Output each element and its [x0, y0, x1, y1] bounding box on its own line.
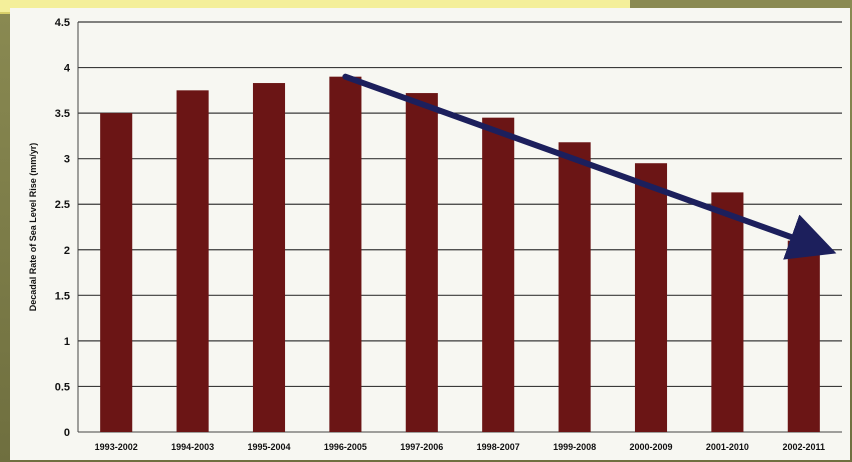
trend-arrow — [342, 73, 837, 260]
bars — [100, 76, 820, 433]
bar-1994-2003 — [176, 90, 209, 432]
bar-1998-2007 — [482, 117, 515, 433]
x-tick-label: 1995-2004 — [247, 442, 290, 452]
x-tick-label: 1993-2002 — [95, 442, 138, 452]
x-tick-label: 1999-2008 — [553, 442, 596, 452]
x-tick-labels: 1993-2002 1994-2003 1995-2004 1996-2005 1997… — [95, 442, 825, 452]
x-tick-label: 1997-2006 — [400, 442, 443, 452]
y-tick-labels: 0 0.5 1 1.5 2 2.5 3 3.5 4 4.5 — [55, 17, 71, 439]
y-tick-label: 0.5 — [55, 381, 70, 393]
y-tick-label: 0 — [64, 427, 70, 439]
bar-1996-2005 — [329, 76, 362, 433]
y-tick-label: 2.5 — [55, 199, 70, 211]
y-tick-label: 2 — [64, 245, 70, 257]
y-tick-label: 1 — [64, 336, 70, 348]
bar-1995-2004 — [252, 83, 286, 433]
y-tick-label: 3.5 — [55, 108, 70, 120]
x-tick-label: 2001-2010 — [706, 442, 749, 452]
x-tick-label: 1994-2003 — [171, 442, 214, 452]
y-axis-label: Decadal Rate of Sea Level Rise (mm/yr) — [28, 143, 38, 312]
y-tick-label: 3 — [64, 154, 70, 166]
x-tick-label: 1996-2005 — [324, 442, 367, 452]
bar-1997-2006 — [405, 93, 438, 433]
x-tick-label: 2002-2011 — [783, 442, 826, 452]
y-tick-label: 1.5 — [55, 290, 70, 302]
x-tick-label: 2000-2009 — [629, 442, 672, 452]
x-tick-label: 1998-2007 — [477, 442, 520, 452]
y-tick-label: 4.5 — [55, 17, 70, 29]
y-tick-label: 4 — [64, 63, 71, 75]
bar-2002-2011 — [787, 240, 820, 432]
bar-1993-2002 — [100, 113, 133, 432]
bar-2001-2010 — [711, 192, 744, 432]
bar-2000-2009 — [634, 163, 668, 432]
bar-1999-2008 — [558, 142, 591, 432]
